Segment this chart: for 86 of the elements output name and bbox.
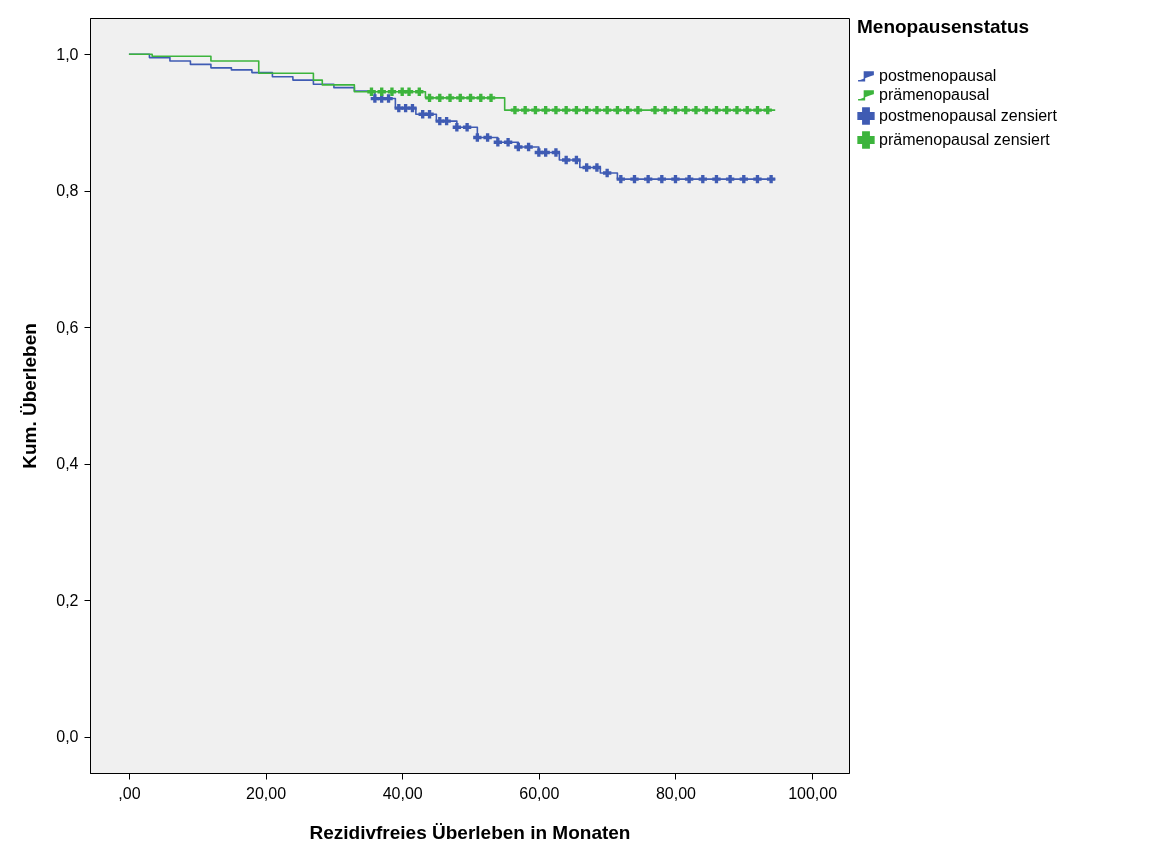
point (510, 105, 520, 115)
y-axis-title: Kum. Überleben (19, 323, 41, 469)
point (712, 105, 721, 115)
point (753, 105, 762, 115)
y-tick-label: 1,0 (56, 45, 79, 63)
point (370, 94, 380, 103)
point (572, 105, 581, 115)
point (476, 93, 485, 103)
point (514, 142, 523, 152)
point (650, 105, 660, 115)
point (681, 105, 690, 115)
point (671, 174, 680, 184)
point (616, 174, 625, 184)
legend-label: postmenopausal zensiert (879, 107, 1058, 124)
point (691, 105, 701, 115)
point (630, 174, 639, 184)
point (702, 105, 711, 115)
point (739, 174, 748, 184)
point (643, 174, 653, 184)
x-tick-label: ,00 (118, 784, 141, 802)
point (456, 93, 465, 103)
point (698, 174, 707, 184)
point (503, 138, 513, 147)
point (657, 174, 666, 184)
point (551, 105, 561, 115)
point (462, 123, 472, 132)
point (425, 93, 434, 103)
x-tick-label: 60,00 (519, 784, 560, 802)
point (712, 174, 721, 184)
point (452, 123, 462, 132)
y-tick-label: 0,2 (56, 591, 79, 609)
point (387, 87, 397, 96)
x-tick-label: 100,00 (788, 784, 838, 802)
legend-label: postmenopausal (879, 67, 997, 84)
legend-title: Menopausenstatus (857, 16, 1030, 37)
point (425, 110, 434, 119)
point (384, 94, 393, 103)
point (486, 93, 496, 103)
y-tick-label: 0,4 (56, 455, 79, 473)
point (521, 105, 530, 115)
y-tick-label: 0,0 (56, 728, 79, 746)
point (684, 174, 694, 184)
point (493, 138, 503, 147)
point (408, 103, 417, 113)
point (524, 142, 533, 152)
point (404, 87, 414, 96)
point (445, 93, 455, 103)
point (766, 174, 776, 184)
point (435, 93, 444, 103)
point (743, 105, 752, 115)
x-tick-label: 20,00 (246, 784, 287, 802)
point (592, 105, 602, 115)
point (753, 174, 762, 184)
point (623, 105, 632, 115)
point (722, 105, 731, 115)
point (732, 105, 742, 115)
point (483, 133, 492, 142)
point (602, 105, 612, 115)
legend-label: prämenopausal (879, 86, 990, 103)
y-tick-label: 0,8 (56, 182, 79, 200)
point (763, 105, 772, 115)
point (531, 105, 540, 115)
point (561, 155, 571, 165)
point (551, 148, 561, 157)
point (541, 105, 550, 115)
point (561, 105, 571, 115)
point (661, 105, 670, 115)
x-axis-title: Rezidivfreies Überleben in Monaten (309, 821, 631, 843)
point (671, 105, 680, 115)
x-tick-label: 40,00 (382, 784, 423, 802)
point (592, 163, 602, 172)
y-tick-label: 0,6 (56, 318, 79, 336)
point (725, 174, 735, 184)
legend-label: prämenopausal zensiert (879, 131, 1051, 148)
point (572, 155, 581, 165)
point (541, 148, 550, 157)
point (367, 87, 376, 96)
x-tick-label: 80,00 (655, 784, 697, 802)
point (582, 105, 591, 115)
point (442, 116, 451, 126)
point (473, 133, 482, 142)
point (602, 168, 612, 178)
point (613, 105, 622, 115)
point (582, 163, 591, 172)
point (466, 93, 475, 103)
point (633, 105, 643, 115)
